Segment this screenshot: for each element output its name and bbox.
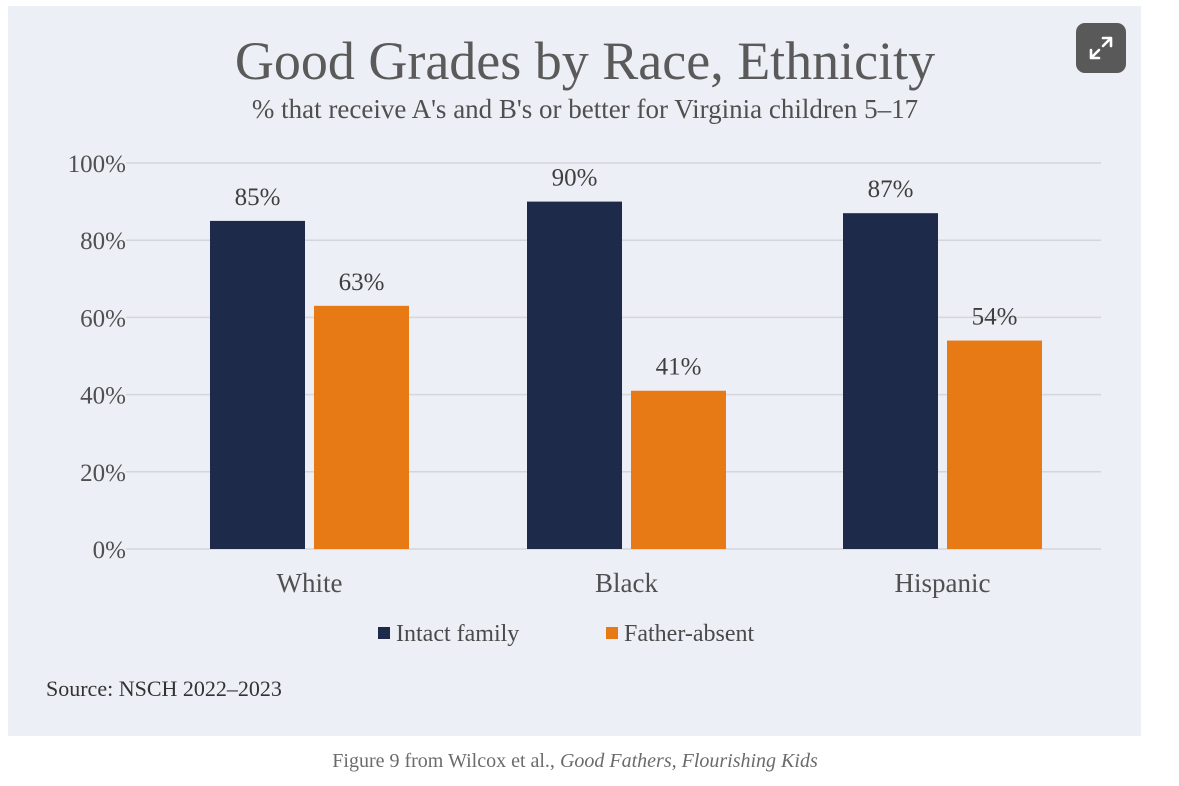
legend-label-father-absent: Father-absent [624, 621, 755, 647]
value-label-white-father-absent: 63% [339, 269, 385, 296]
legend-item-father-absent: Father-absent [606, 621, 754, 648]
x-category-label-hispanic: Hispanic [895, 568, 991, 598]
expand-arrows-icon [1089, 36, 1113, 60]
y-tick-label-0: 0% [93, 537, 126, 564]
value-label-black-intact: 90% [552, 165, 598, 192]
caption-prefix: Figure 9 from Wilcox et al., [332, 750, 560, 772]
caption-book-title: Good Fathers, Flourishing Kids [559, 750, 818, 772]
y-tick-label-100: 100% [68, 151, 126, 178]
y-tick-label-60: 60% [80, 305, 126, 332]
value-label-black-father-absent: 41% [656, 354, 702, 381]
y-tick-label-20: 20% [80, 460, 126, 487]
x-category-label-white: White [277, 568, 343, 598]
y-tick-label-40: 40% [80, 383, 126, 410]
source-note: Source: NSCH 2022–2023 [46, 676, 282, 701]
legend-swatch-intact [378, 627, 390, 640]
value-label-hispanic-intact: 87% [868, 176, 914, 203]
bar-hispanic-father-absent [947, 340, 1042, 549]
figure-caption: Figure 9 from Wilcox et al., Good Father… [0, 750, 1150, 773]
bar-white-intact [210, 220, 305, 549]
x-category-label-black: Black [595, 568, 658, 598]
bar-white-father-absent [314, 305, 409, 549]
expand-button[interactable] [1076, 23, 1126, 73]
bar-black-intact [527, 201, 622, 549]
value-label-white-intact: 85% [235, 184, 281, 211]
legend-label-intact: Intact family [396, 621, 520, 647]
legend-swatch-father-absent [606, 627, 618, 640]
value-label-hispanic-father-absent: 54% [972, 304, 1018, 331]
bar-black-father-absent [631, 390, 726, 549]
legend-item-intact: Intact family [378, 621, 519, 648]
bar-hispanic-intact [843, 213, 938, 549]
y-tick-label-80: 80% [80, 228, 126, 255]
chart-subtitle: % that receive A's and B's or better for… [251, 94, 919, 124]
chart-title: Good Grades by Race, Ethnicity [234, 31, 936, 91]
